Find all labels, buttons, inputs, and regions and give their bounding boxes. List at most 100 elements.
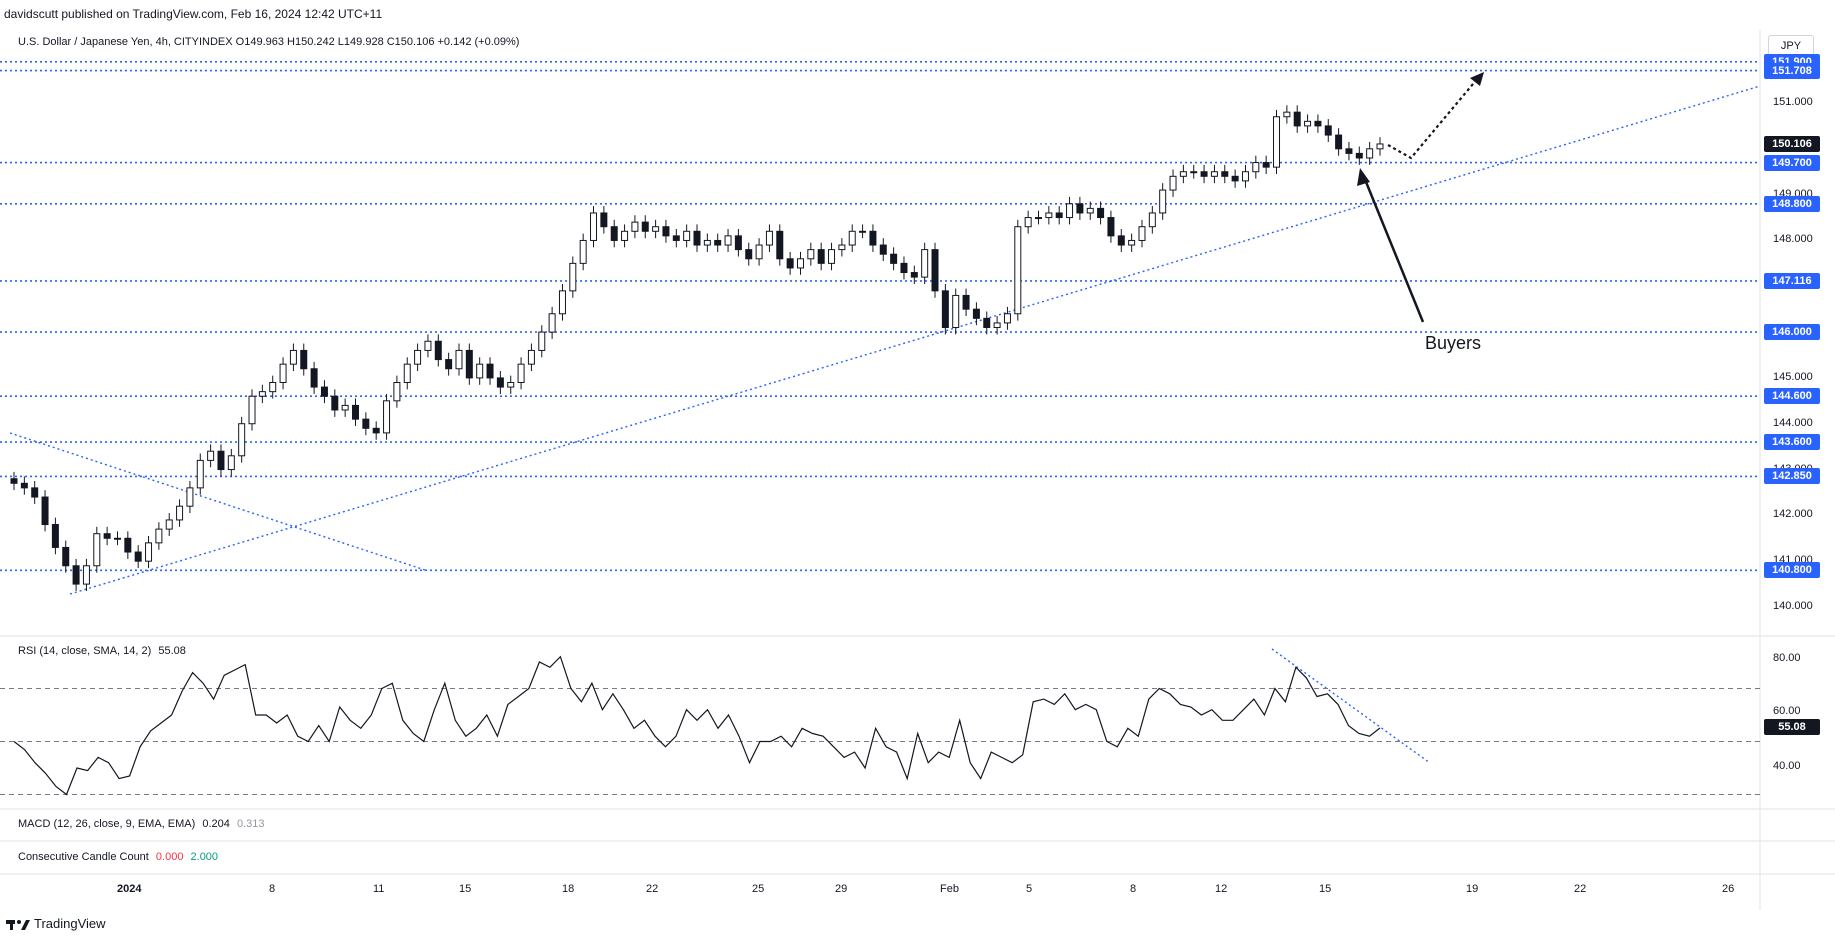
time-axis-label: 2024 xyxy=(117,883,142,895)
candle-body xyxy=(952,294,960,329)
candle-body xyxy=(1003,313,1011,324)
candle-body xyxy=(931,249,939,292)
candle-body xyxy=(755,244,763,260)
rsi-pane xyxy=(0,655,1760,796)
candle-body xyxy=(662,226,670,237)
candle-body xyxy=(579,239,587,264)
candle-body xyxy=(807,249,815,260)
candle-body xyxy=(1366,148,1374,159)
currency-button[interactable]: JPY xyxy=(1768,35,1814,57)
time-axis-label: 15 xyxy=(459,883,472,895)
candle-body xyxy=(1107,217,1115,237)
rsi-axis-80: 80.00 xyxy=(1773,652,1801,664)
buyers-arrow xyxy=(1357,168,1425,323)
macd-value-2: 0.313 xyxy=(236,818,265,830)
tradingview-brand: TradingView xyxy=(34,916,106,931)
candle-body xyxy=(1231,175,1239,182)
candle-body xyxy=(869,230,877,246)
candle-body xyxy=(445,359,453,370)
candle-body xyxy=(672,235,680,241)
time-axis-label: 11 xyxy=(373,883,385,895)
candle-body xyxy=(859,230,867,233)
tradingview-logo[interactable]: TradingView xyxy=(6,916,106,931)
time-axis-label: 22 xyxy=(1574,883,1587,895)
candle-body xyxy=(176,505,184,521)
candle-body xyxy=(1376,143,1384,150)
candle-body xyxy=(1066,203,1074,219)
macd-label[interactable]: MACD (12, 26, close, 9, EMA, EMA) 0.204 … xyxy=(18,818,264,830)
macd-title: MACD (12, 26, close, 9, EMA, EMA) xyxy=(18,818,196,830)
candle-body xyxy=(20,482,28,489)
price-axis-label: 142.000 xyxy=(1773,508,1813,521)
price-tag: 149.700 xyxy=(1764,154,1820,171)
candle-body xyxy=(590,212,598,241)
candle-body xyxy=(300,349,308,370)
price-axis-label: 145.000 xyxy=(1773,370,1813,383)
projection-arrow xyxy=(1387,72,1484,160)
time-axis-label: 22 xyxy=(646,883,659,895)
symbol-legend[interactable]: U.S. Dollar / Japanese Yen, 4h, CITYINDE… xyxy=(18,36,520,48)
candle-body xyxy=(310,368,318,388)
candle-body xyxy=(207,450,215,461)
candle-body xyxy=(186,487,194,507)
candle-body xyxy=(1200,171,1208,177)
candle-body xyxy=(786,258,794,269)
candle-body xyxy=(248,395,256,425)
candle-body xyxy=(569,262,577,292)
candle-body xyxy=(1221,171,1229,177)
candle-body xyxy=(103,533,111,539)
price-tag: 151.708 xyxy=(1764,63,1820,79)
candle-body xyxy=(403,363,411,383)
price-tag: 140.800 xyxy=(1764,562,1820,579)
time-axis-label: 25 xyxy=(752,883,765,895)
candle-body xyxy=(486,363,494,379)
candle-body xyxy=(1128,239,1136,246)
candle-body xyxy=(1159,189,1167,214)
candle-body xyxy=(1262,162,1270,168)
price-tag: 148.800 xyxy=(1764,195,1820,212)
candle-body xyxy=(1055,212,1063,219)
candle-body xyxy=(538,331,546,351)
time-axis-label: 12 xyxy=(1215,883,1228,895)
price-tag: 143.600 xyxy=(1764,434,1820,451)
candle-body xyxy=(776,230,784,260)
candle-body xyxy=(1035,217,1042,220)
candle-body xyxy=(238,423,246,457)
published-info: davidscutt published on TradingView.com,… xyxy=(4,7,383,21)
candle-body xyxy=(745,249,753,260)
rsi-line xyxy=(13,655,1381,796)
price-axis-label: 144.000 xyxy=(1773,416,1813,429)
buyers-label: Buyers xyxy=(1425,333,1482,353)
candle-body xyxy=(1252,162,1260,173)
price-tag: 147.116 xyxy=(1764,272,1820,289)
candle-body xyxy=(72,565,80,585)
ccc-label[interactable]: Consecutive Candle Count 0.000 2.000 xyxy=(18,851,218,863)
time-axis-label: 8 xyxy=(269,883,276,895)
time-axis-label: 26 xyxy=(1722,883,1735,895)
candle-body xyxy=(900,262,908,274)
price-tag: 150.106 xyxy=(1764,135,1820,152)
candle-body xyxy=(82,565,90,585)
candle-body xyxy=(372,427,380,434)
candle-body xyxy=(517,363,525,383)
candle-body xyxy=(652,226,660,232)
candle-body xyxy=(289,349,297,365)
price-tag: 146.000 xyxy=(1764,324,1820,341)
rsi-label[interactable]: RSI (14, close, SMA, 14, 2) 55.08 xyxy=(18,645,186,657)
price-axis-label: 140.000 xyxy=(1773,600,1813,612)
candle-body xyxy=(796,258,804,269)
candle-body xyxy=(828,249,836,264)
rsi-tag: 55.08 xyxy=(1764,719,1820,735)
candle-body xyxy=(269,381,277,393)
candle-body xyxy=(1335,134,1343,150)
candle-body xyxy=(124,537,132,553)
candle-body xyxy=(910,272,918,278)
price-tag: 142.850 xyxy=(1764,468,1820,485)
price-tag: 144.600 xyxy=(1764,388,1820,405)
trendlines xyxy=(9,85,1761,764)
candle-body xyxy=(527,349,535,365)
ccc-value-1: 0.000 xyxy=(155,851,184,863)
tradingview-icon xyxy=(6,919,30,930)
candle-body xyxy=(765,230,773,246)
